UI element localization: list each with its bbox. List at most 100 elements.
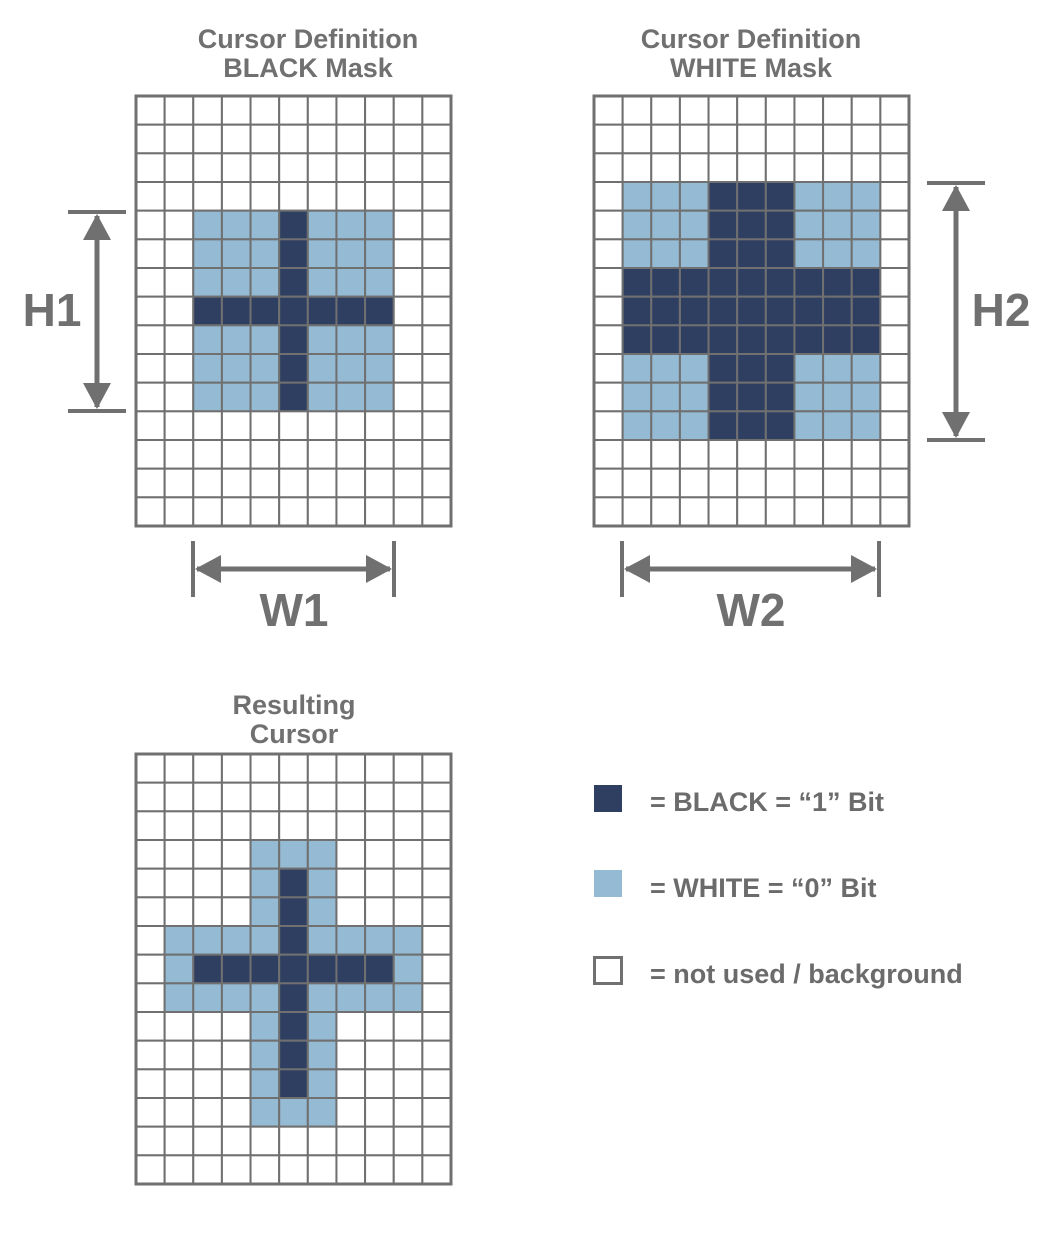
grid-cell-empty [364, 839, 395, 870]
grid-cell-white [249, 238, 281, 270]
grid-cell-white [678, 209, 710, 241]
grid-cell-white [220, 267, 252, 298]
grid-cell-empty [335, 181, 367, 212]
grid-cell-empty [593, 381, 624, 413]
grid-cell-white [306, 867, 338, 899]
grid-cell-black [220, 953, 252, 985]
grid-cell-empty [306, 410, 338, 441]
h2-arrow-head-bottom [942, 412, 970, 438]
grid-cell-empty [421, 381, 452, 413]
grid-cell-white [621, 410, 653, 441]
grid-cell-white [850, 181, 882, 212]
w2-arrow-head-right [851, 555, 877, 583]
grid-cell-empty [879, 467, 910, 499]
grid-cell-white [621, 209, 653, 241]
grid-cell-white [192, 353, 223, 384]
legend-swatch-white [594, 870, 622, 897]
grid-cell-white [335, 925, 367, 956]
grid-cell-black [678, 267, 710, 298]
grid-cell-empty [192, 839, 223, 870]
grid-cell-empty [163, 381, 195, 413]
grid-cell-black [278, 925, 309, 956]
grid-cell-empty [392, 123, 424, 155]
grid-cell-empty [306, 439, 338, 470]
grid-cell-white [249, 925, 281, 956]
grid-cell-black [736, 238, 767, 270]
grid-cell-empty [879, 123, 910, 155]
grid-cell-empty [135, 123, 166, 155]
grid-cell-white [306, 839, 338, 870]
grid-cell-empty [707, 95, 739, 126]
grid-cell-white [678, 353, 710, 384]
grid-cell-white [678, 238, 710, 270]
grid-cell-white [306, 353, 338, 384]
grid-cell-empty [220, 123, 252, 155]
grid-cell-empty [793, 496, 825, 527]
grid-cell-empty [822, 95, 853, 126]
grid-cell-empty [135, 953, 166, 985]
grid-cell-black [249, 295, 281, 327]
grid-cell-empty [736, 467, 767, 499]
grid-cell-empty [306, 496, 338, 527]
grid-cell-empty [163, 810, 195, 842]
grid-cell-empty [306, 181, 338, 212]
grid-cell-empty [335, 1068, 367, 1099]
grid-cell-white [163, 982, 195, 1014]
grid-cell-black [850, 295, 882, 327]
grid-cell-white [335, 353, 367, 384]
grid-cell-white [621, 238, 653, 270]
grid-cell-empty [306, 467, 338, 499]
grid-cell-empty [421, 1097, 452, 1128]
grid-cell-black [764, 267, 796, 298]
grid-cell-empty [793, 95, 825, 126]
grid-cell-black [764, 324, 796, 355]
grid-cell-empty [421, 209, 452, 241]
grid-cell-empty [278, 496, 309, 527]
grid-cell-empty [736, 95, 767, 126]
grid-cell-empty [421, 467, 452, 499]
grid-cell-empty [421, 295, 452, 327]
grid-cell-empty [278, 152, 309, 184]
grid-cell-white [306, 381, 338, 413]
grid-cell-empty [850, 123, 882, 155]
grid-cell-white [220, 353, 252, 384]
grid-cell-empty [163, 867, 195, 899]
grid-cell-empty [621, 439, 653, 470]
grid-cell-black [793, 267, 825, 298]
grid-cell-empty [364, 439, 395, 470]
grid-cell-black [707, 353, 739, 384]
grid-cell-empty [392, 1039, 424, 1071]
grid-cell-empty [593, 295, 624, 327]
grid-cell-black [736, 381, 767, 413]
grid-cell-black [650, 295, 681, 327]
grid-cell-black [707, 238, 739, 270]
grid-cell-empty [421, 1068, 452, 1099]
grid-cell-white [793, 353, 825, 384]
grid-cell-empty [850, 95, 882, 126]
white-mask-grid [592, 94, 911, 528]
grid-cell-white [192, 381, 223, 413]
grid-cell-empty [593, 467, 624, 499]
grid-cell-empty [163, 1039, 195, 1071]
grid-cell-black [764, 381, 796, 413]
grid-cell-empty [421, 410, 452, 441]
grid-cell-empty [736, 152, 767, 184]
grid-cell-empty [163, 1097, 195, 1128]
grid-cell-empty [249, 410, 281, 441]
grid-cell-empty [364, 152, 395, 184]
grid-cell-empty [392, 896, 424, 928]
grid-cell-black [822, 267, 853, 298]
grid-cell-white [335, 381, 367, 413]
grid-cell-white [335, 209, 367, 241]
grid-cell-empty [879, 95, 910, 126]
grid-cell-white [621, 181, 653, 212]
grid-cell-empty [163, 839, 195, 870]
grid-cell-empty [879, 152, 910, 184]
grid-cell-white [220, 238, 252, 270]
grid-cell-white [621, 353, 653, 384]
grid-cell-empty [879, 439, 910, 470]
grid-cell-empty [249, 496, 281, 527]
grid-cell-empty [392, 209, 424, 241]
grid-cell-empty [135, 238, 166, 270]
grid-cell-empty [135, 896, 166, 928]
